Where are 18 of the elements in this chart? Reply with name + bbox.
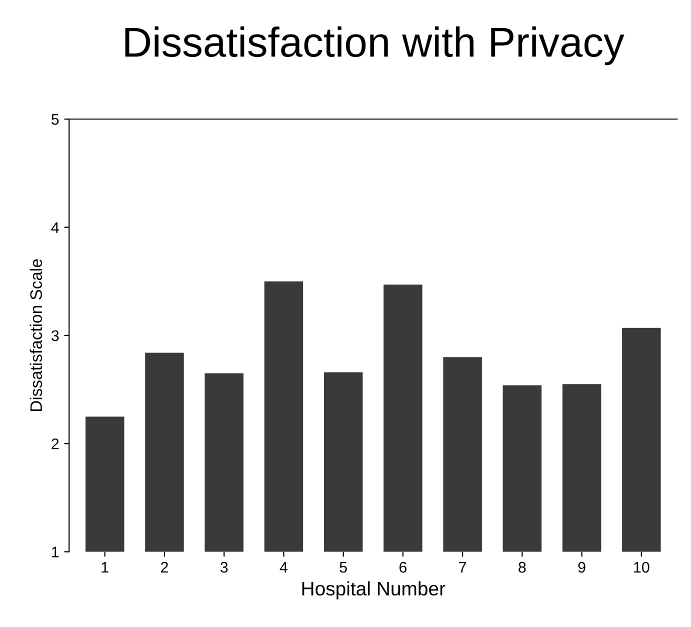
x-tick-label: 4 — [280, 562, 288, 573]
x-tick-label: 3 — [220, 562, 228, 573]
y-tick-label: 3 — [51, 330, 59, 342]
y-tick-label: 5 — [51, 114, 59, 125]
y-axis-title: Dissatisfaction Scale — [30, 259, 42, 411]
y-tick-label: 4 — [51, 222, 59, 233]
x-tick-label: 1 — [102, 562, 108, 573]
x-tick-label: 2 — [161, 562, 168, 573]
x-tick-label: 9 — [578, 562, 586, 573]
y-tick-label: 2 — [52, 438, 59, 450]
y-tick-label: 1 — [52, 546, 59, 558]
x-tick-label: 10 — [634, 562, 650, 573]
x-axis-title: Hospital Number — [302, 581, 446, 600]
x-tick-label: 7 — [459, 562, 466, 573]
x-tick-label: 5 — [340, 562, 347, 573]
x-tick-label: 6 — [399, 562, 407, 573]
chart-title: Dissatisfaction with Privacy — [125, 26, 624, 66]
x-tick-label: 8 — [518, 562, 526, 573]
